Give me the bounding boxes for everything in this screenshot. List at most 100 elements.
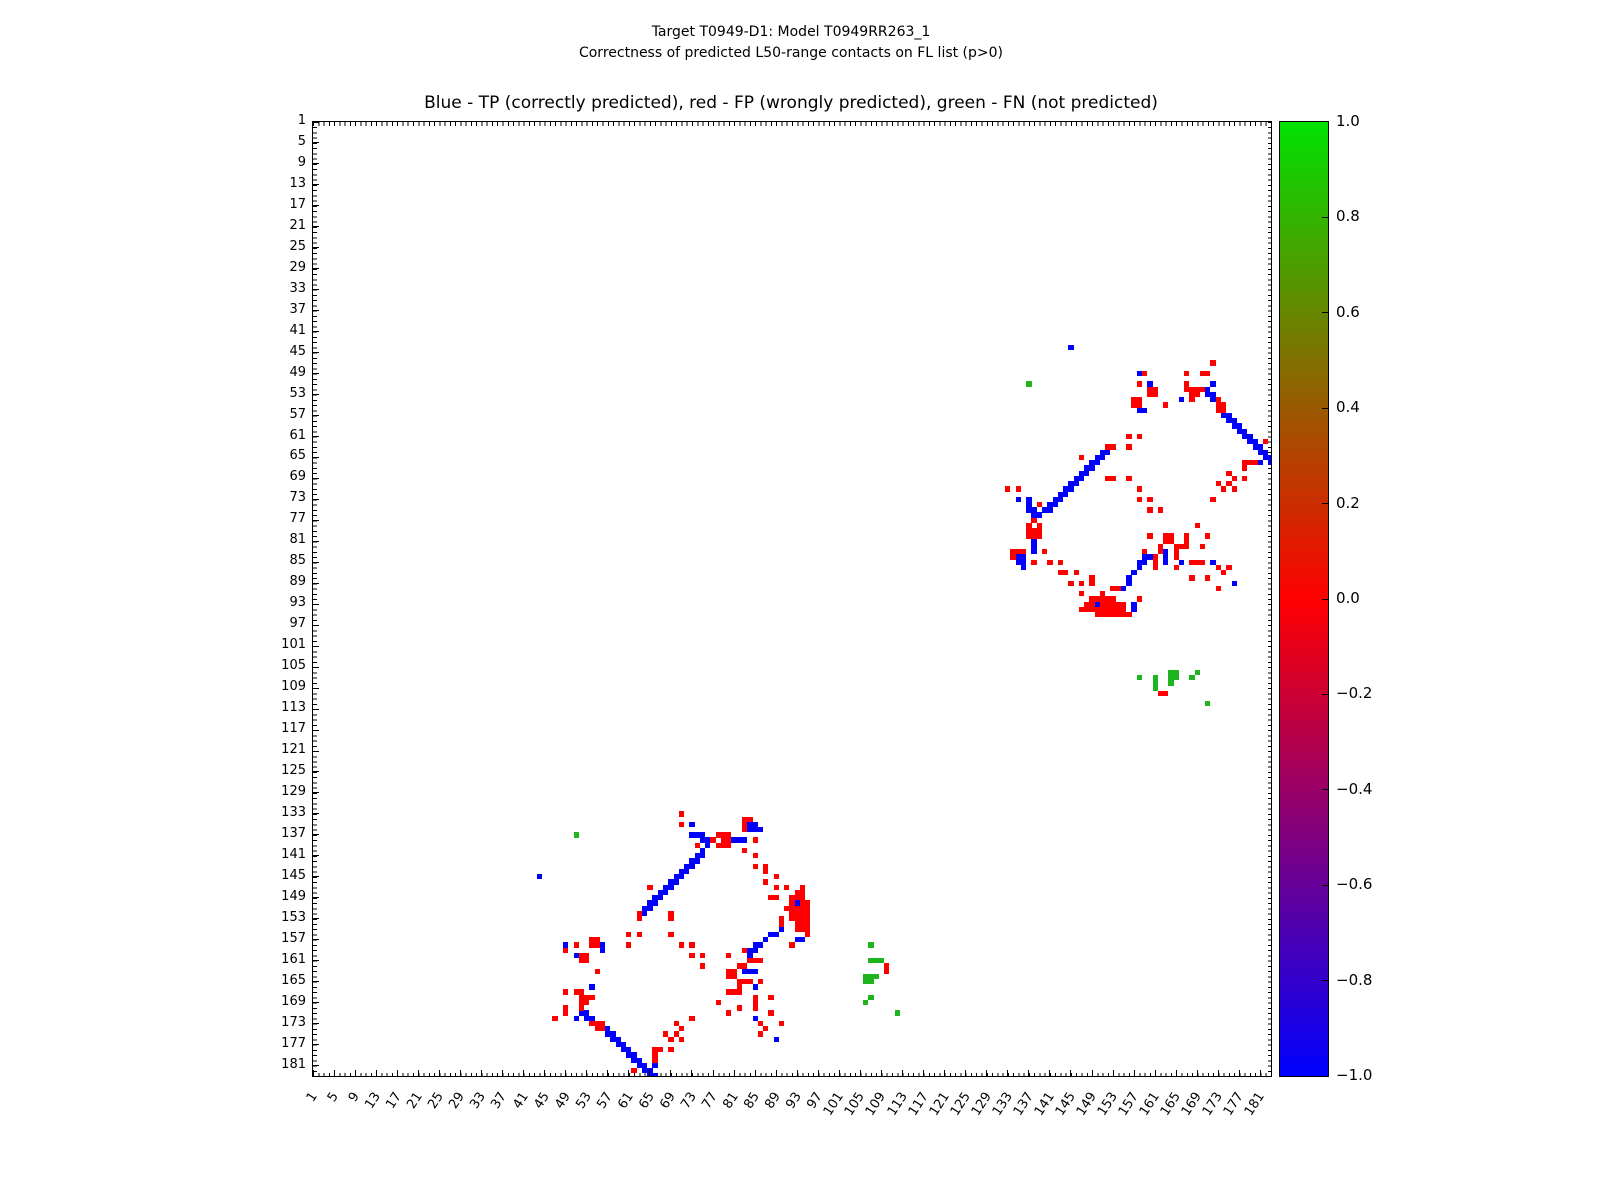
contact-cell-tp-cell <box>678 874 685 880</box>
contact-cell-fp-cell <box>773 874 779 880</box>
contact-cell-fp-cell <box>1099 606 1106 613</box>
contact-cell-tp-cell <box>1063 486 1069 492</box>
contact-cell-fn-cell <box>1173 669 1179 676</box>
contact-cell-tp-cell <box>741 968 748 974</box>
contact-cell-fp-cell <box>1057 559 1064 565</box>
y-major-tick <box>313 687 319 689</box>
x-major-tick <box>1238 1070 1240 1076</box>
contact-cell-fp-cell <box>1126 612 1132 618</box>
x-major-tick <box>1196 1070 1198 1076</box>
contact-cell-fn-cell <box>1189 674 1195 681</box>
contact-cell-tp-cell <box>1131 570 1137 576</box>
contact-cell-fp-cell <box>1157 549 1164 555</box>
contact-cell-fp-cell <box>699 952 706 959</box>
y-tick-label: 141 <box>281 846 306 862</box>
contact-cell-fp-cell <box>715 842 721 848</box>
contact-cell-tp-cell <box>657 895 664 901</box>
contact-cell-fp-cell <box>752 994 758 1001</box>
contact-cell-tp-cell <box>1073 481 1079 487</box>
contact-cell-fp-cell <box>1189 559 1195 565</box>
contact-cell-fp-cell <box>1078 454 1085 461</box>
contact-cell-tp-cell <box>1015 559 1021 565</box>
contact-cell-fp-cell <box>789 900 795 906</box>
contact-cell-tp-cell <box>1231 580 1237 586</box>
contact-cell-tp-cell <box>1231 423 1237 429</box>
x-major-tick <box>1217 1070 1219 1076</box>
contact-cell-tp-cell <box>747 952 753 959</box>
x-major-tick <box>754 1070 756 1076</box>
contact-cell-fp-cell <box>1126 475 1132 482</box>
contact-cell-fn-cell <box>1194 669 1200 676</box>
contact-cell-fp-cell <box>1194 386 1200 392</box>
contact-cell-fp-cell <box>1199 386 1206 392</box>
contact-cell-fp-cell <box>668 1047 674 1053</box>
y-tick-label: 29 <box>289 259 306 275</box>
contact-cell-fp-cell <box>1147 496 1153 503</box>
contact-cell-fp-cell <box>1099 591 1106 597</box>
contact-cell-fp-cell <box>794 889 800 896</box>
contact-cell-tp-cell <box>610 1031 616 1037</box>
contact-cell-tp-cell <box>1252 444 1258 450</box>
contact-cell-tp-cell <box>1020 559 1027 565</box>
contact-cell-fp-cell <box>1189 391 1195 398</box>
contact-cell-fp-cell <box>1184 538 1190 544</box>
contact-cell-fp-cell <box>1173 549 1179 555</box>
y-tick-label: 125 <box>281 762 306 778</box>
contact-cell-tp-cell <box>615 1041 621 1048</box>
contact-cell-tp-cell <box>573 1015 579 1021</box>
contact-cell-fn-cell <box>1152 674 1158 681</box>
contact-cell-tp-cell <box>747 821 753 828</box>
contact-cell-fn-cell <box>878 958 885 964</box>
contact-cell-fp-cell <box>1005 486 1011 492</box>
contact-cell-tp-cell <box>1094 601 1100 607</box>
contact-cell-fp-cell <box>1099 596 1106 602</box>
contact-cell-fp-cell <box>789 910 795 917</box>
contact-cell-tp-cell <box>694 853 700 859</box>
contact-cell-fn-cell <box>868 958 874 964</box>
y-tick-label: 109 <box>281 679 306 695</box>
y-tick-label: 117 <box>281 721 306 737</box>
x-major-tick <box>902 1070 904 1076</box>
contact-cell-fp-cell <box>1036 528 1043 534</box>
contact-cell-tp-cell <box>641 1068 648 1074</box>
y-major-tick <box>313 122 319 123</box>
y-major-tick <box>313 540 319 542</box>
x-major-tick <box>817 1070 819 1076</box>
contact-cell-fp-cell <box>794 921 800 927</box>
colorbar-tick <box>1322 598 1328 600</box>
contact-cell-tp-cell <box>736 837 742 843</box>
contact-cell-tp-cell <box>668 884 674 890</box>
x-major-tick <box>501 1070 503 1076</box>
contact-cell-fp-cell <box>1184 386 1190 392</box>
contact-cell-fp-cell <box>1147 391 1153 398</box>
contact-cell-tp-cell <box>768 931 774 938</box>
contact-cell-fn-cell <box>1168 680 1174 686</box>
contact-cell-fp-cell <box>1189 575 1195 581</box>
y-major-tick <box>313 729 319 731</box>
contact-cell-fp-cell <box>1178 543 1185 550</box>
contact-cell-tp-cell <box>1063 491 1069 497</box>
contact-cell-fp-cell <box>741 821 748 828</box>
contact-cell-tp-cell <box>705 842 711 848</box>
contact-cell-tp-cell <box>699 832 706 838</box>
contact-cell-fp-cell <box>710 837 716 843</box>
contact-cell-fp-cell <box>1020 549 1027 555</box>
y-major-tick <box>313 813 319 815</box>
contact-cell-tp-cell <box>1163 554 1169 560</box>
contact-cell-fp-cell <box>626 931 632 938</box>
contact-cell-tp-cell <box>1089 465 1095 471</box>
contact-cell-tp-cell <box>1178 559 1185 565</box>
contact-cell-fp-cell <box>1189 386 1195 392</box>
contact-cell-fp-cell <box>1126 433 1132 440</box>
contact-cell-fp-cell <box>794 916 800 922</box>
contact-cell-fp-cell <box>1184 370 1190 377</box>
contact-cell-fp-cell <box>799 926 806 932</box>
contact-cell-fp-cell <box>673 1031 679 1037</box>
contact-cell-fp-cell <box>794 895 800 901</box>
contact-cell-fp-cell <box>1057 570 1064 576</box>
colorbar-tick <box>1322 884 1328 886</box>
contact-cell-tp-cell <box>636 1057 642 1063</box>
contact-cell-fp-cell <box>678 821 685 828</box>
contact-cell-tp-cell <box>647 900 653 906</box>
y-major-tick <box>313 1002 319 1004</box>
